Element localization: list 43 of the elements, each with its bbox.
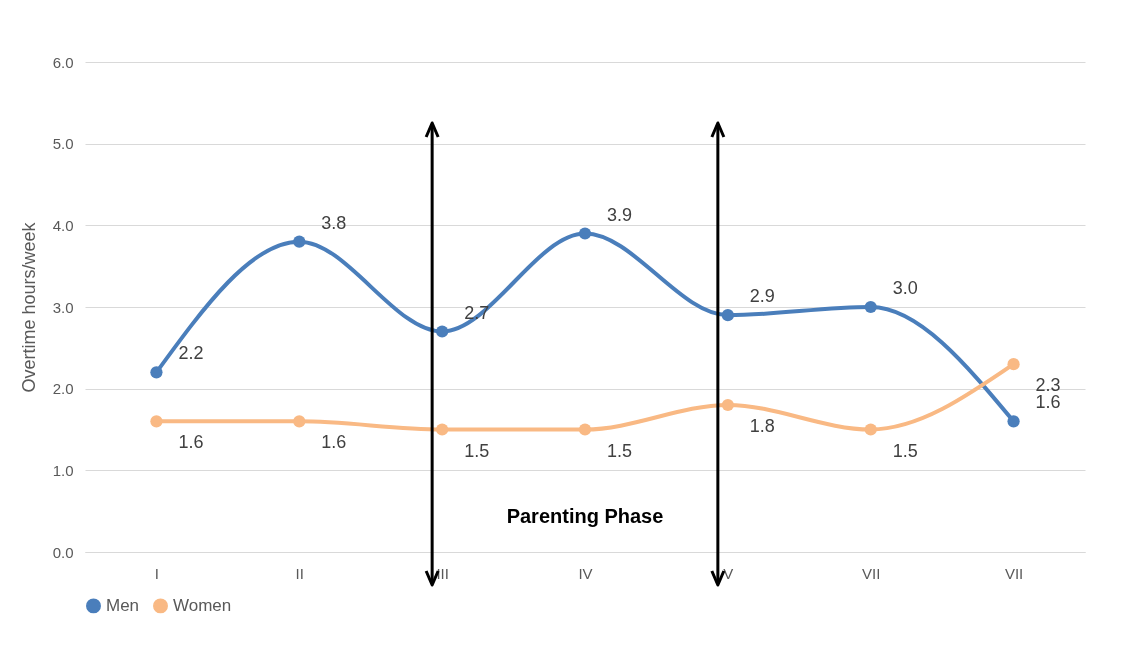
x-tick-label: V	[723, 564, 734, 582]
y-tick-label: 3.0	[52, 298, 74, 316]
point	[721, 398, 734, 412]
x-tick-label: II	[295, 564, 304, 582]
point	[436, 423, 449, 436]
y-tick-label: 6.0	[52, 53, 74, 71]
data-label: 1.6	[321, 432, 347, 453]
point	[1007, 415, 1020, 428]
point	[293, 235, 306, 248]
point	[578, 423, 592, 436]
y-tick-label: 0.0	[52, 543, 74, 561]
x-tick-label: III	[436, 564, 449, 582]
point	[293, 415, 306, 428]
point	[721, 309, 734, 322]
y-tick-label: 2.0	[52, 380, 74, 398]
data-label: 2.2	[178, 343, 204, 364]
point	[864, 300, 877, 314]
data-label: 1.6	[178, 432, 204, 453]
legend-label: Women	[173, 595, 232, 615]
y-tick-label: 1.0	[52, 461, 74, 479]
data-label: 3.0	[892, 278, 918, 298]
point	[1007, 358, 1020, 371]
legend-label: Men	[106, 595, 140, 615]
point	[436, 325, 449, 338]
data-label: 2.9	[749, 286, 775, 307]
x-tick-label: I	[154, 564, 160, 582]
x-tick-label: VII	[862, 564, 881, 582]
point	[864, 423, 877, 436]
y-axis-title: Overtime hours/week	[18, 221, 39, 393]
y-tick-label: 4.0	[52, 216, 74, 234]
data-label: 3.9	[607, 204, 633, 225]
data-label: 1.5	[892, 440, 918, 461]
annotation: Parenting Phase	[506, 505, 664, 527]
point	[150, 415, 163, 428]
data-label: 1.5	[464, 440, 490, 461]
data-label: 3.8	[321, 212, 347, 233]
x-tick-label: VII	[1004, 564, 1024, 582]
point	[150, 366, 163, 379]
point	[578, 227, 592, 240]
data-label: 1.5	[607, 440, 633, 461]
x-tick-label: IV	[578, 564, 593, 582]
data-label: 1.8	[749, 416, 775, 436]
y-tick-label: 5.0	[52, 135, 74, 153]
